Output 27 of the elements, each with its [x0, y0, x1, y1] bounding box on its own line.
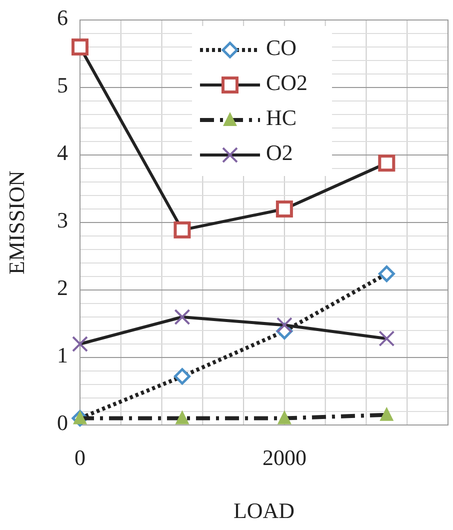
y-tick-label: 3: [57, 208, 68, 233]
point: [276, 317, 292, 334]
legend-label: HC: [266, 105, 297, 130]
point: [174, 309, 190, 325]
point: [174, 368, 190, 385]
y-tick-label: 4: [57, 140, 68, 166]
legend-label: O2: [266, 140, 293, 166]
x-tick-label: 2000: [262, 445, 306, 470]
point: [378, 154, 396, 172]
point: [72, 336, 88, 352]
point: [277, 410, 292, 424]
legend-label: CO2: [266, 70, 308, 96]
y-tick-label: 0: [57, 410, 68, 436]
y-tick-label: 1: [57, 342, 68, 368]
x-axis-title: LOAD: [233, 498, 295, 523]
legend-label: CO: [266, 35, 297, 60]
y-tick-label: 2: [57, 275, 68, 300]
point: [276, 200, 293, 218]
y-axis-title: EMISSION: [4, 170, 29, 274]
point: [72, 38, 88, 56]
y-tick-label: 6: [57, 5, 68, 30]
point: [378, 266, 395, 282]
point: [174, 221, 191, 238]
point: [378, 330, 395, 347]
y-tick-label: 5: [57, 72, 68, 98]
point: [380, 406, 394, 421]
point: [175, 410, 190, 424]
